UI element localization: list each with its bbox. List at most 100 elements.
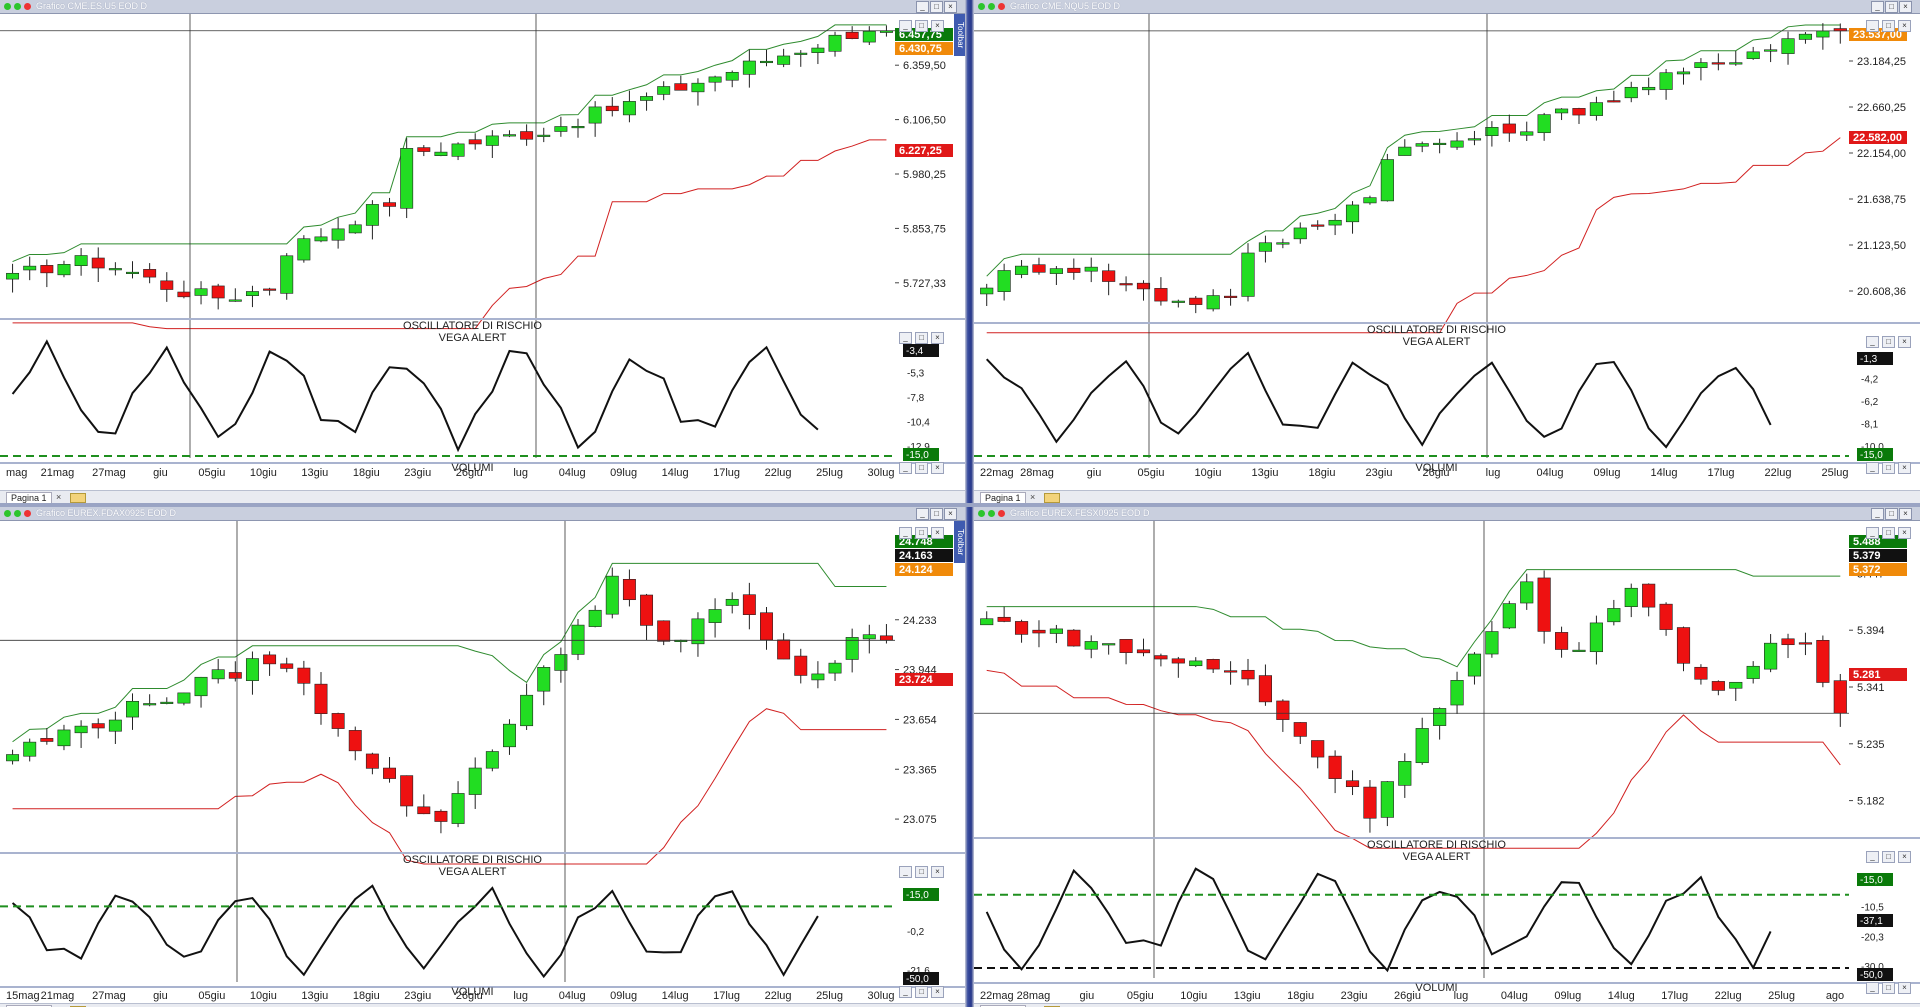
candle-up[interactable] [605, 575, 619, 615]
candle-down[interactable] [417, 806, 431, 815]
candle-up[interactable] [1415, 728, 1429, 764]
candle-up[interactable] [57, 729, 71, 747]
candle-up[interactable] [1380, 781, 1394, 818]
candle-up[interactable] [143, 703, 157, 706]
pane-separator[interactable] [974, 982, 1920, 984]
pane-restore-icon[interactable]: □ [915, 332, 928, 344]
pane-close-icon[interactable]: × [1898, 20, 1911, 32]
pane-minimize-icon[interactable]: _ [899, 332, 912, 344]
candle-down[interactable] [640, 594, 654, 626]
pane-minimize-icon[interactable]: _ [1866, 336, 1879, 348]
page-tab[interactable]: Pagina 1 [980, 492, 1026, 503]
candle-down[interactable] [1032, 264, 1046, 273]
candle-up[interactable] [1084, 266, 1098, 272]
candle-down[interactable] [1676, 627, 1691, 664]
candle-down[interactable] [1311, 740, 1325, 758]
candle-up[interactable] [1433, 142, 1447, 146]
candle-down[interactable] [1711, 62, 1725, 65]
candle-up[interactable] [760, 60, 773, 64]
candle-up[interactable] [503, 134, 516, 137]
candle-up[interactable] [1554, 108, 1569, 114]
candle-down[interactable] [417, 147, 431, 152]
candle-up[interactable] [1398, 146, 1412, 156]
candle-up[interactable] [571, 126, 585, 129]
candle-down[interactable] [1136, 282, 1151, 290]
candle-up[interactable] [571, 624, 585, 655]
close-tab-icon[interactable]: × [56, 1005, 61, 1007]
candle-up[interactable] [777, 55, 791, 65]
candle-up[interactable] [742, 60, 756, 75]
candle-up[interactable] [314, 236, 328, 242]
candle-up[interactable] [23, 741, 37, 757]
candle-up[interactable] [708, 76, 722, 83]
candle-down[interactable] [1502, 123, 1516, 134]
candle-down[interactable] [1711, 681, 1725, 691]
pane-close-icon[interactable]: × [931, 20, 944, 32]
pane-close-icon[interactable]: × [931, 986, 944, 998]
candle-up[interactable] [297, 238, 311, 261]
pane-restore-icon[interactable]: □ [1882, 982, 1895, 994]
candle-up[interactable] [228, 299, 242, 302]
chart-canvas[interactable]: 24.52324.23323.94423.65423.36523.07524.7… [0, 507, 965, 1007]
pane-minimize-icon[interactable]: _ [1866, 851, 1879, 863]
candle-down[interactable] [1537, 577, 1551, 632]
candle-up[interactable] [108, 719, 122, 732]
candle-up[interactable] [640, 96, 654, 101]
maximize-icon[interactable]: □ [1885, 508, 1898, 520]
candle-up[interactable] [1467, 653, 1482, 677]
pane-close-icon[interactable]: × [931, 462, 944, 474]
minimize-icon[interactable]: _ [1871, 1, 1884, 13]
pane-minimize-icon[interactable]: _ [899, 986, 912, 998]
candle-up[interactable] [1520, 581, 1534, 604]
pane-minimize-icon[interactable]: _ [1866, 462, 1879, 474]
candle-down[interactable] [263, 288, 277, 291]
candle-down[interactable] [383, 202, 396, 207]
pane-restore-icon[interactable]: □ [915, 986, 928, 998]
pane-separator[interactable] [0, 318, 965, 320]
candle-up[interactable] [1450, 140, 1464, 148]
close-tab-icon[interactable]: × [56, 492, 62, 502]
candle-down[interactable] [228, 672, 242, 679]
window-title-bar[interactable]: Grafico EUREX.FDAX0925 EOD D _ □ × [0, 507, 965, 521]
candle-down[interactable] [520, 131, 534, 140]
maximize-icon[interactable]: □ [1885, 1, 1898, 13]
pane-separator[interactable] [0, 462, 965, 464]
candle-up[interactable] [1415, 143, 1429, 147]
candle-up[interactable] [74, 725, 88, 734]
pane-restore-icon[interactable]: □ [1882, 527, 1895, 539]
pane-close-icon[interactable]: × [931, 866, 944, 878]
candle-up[interactable] [211, 669, 225, 680]
candle-up[interactable] [1084, 641, 1098, 650]
close-tab-icon[interactable]: × [1030, 1005, 1035, 1007]
candle-up[interactable] [1607, 608, 1621, 623]
candle-down[interactable] [1102, 270, 1116, 282]
candle-down[interactable] [1067, 629, 1081, 647]
candle-down[interactable] [1311, 224, 1325, 227]
candle-up[interactable] [980, 287, 994, 295]
candle-up[interactable] [348, 224, 362, 234]
candle-up[interactable] [1764, 49, 1778, 52]
candle-up[interactable] [1798, 33, 1813, 40]
candle-down[interactable] [1642, 583, 1656, 608]
candle-down[interactable] [1154, 655, 1168, 660]
candle-up[interactable] [74, 255, 88, 266]
candle-up[interactable] [1642, 86, 1656, 91]
candle-down[interactable] [1293, 722, 1307, 737]
candle-up[interactable] [588, 106, 602, 124]
candle-up[interactable] [194, 676, 208, 697]
candle-up[interactable] [451, 793, 465, 824]
candle-down[interactable] [434, 810, 448, 822]
candle-up[interactable] [997, 270, 1011, 292]
candle-down[interactable] [40, 738, 54, 742]
candle-up[interactable] [828, 662, 842, 674]
candle-up[interactable] [1171, 300, 1185, 303]
candle-up[interactable] [811, 47, 825, 53]
candle-up[interactable] [537, 667, 551, 692]
pane-minimize-icon[interactable]: _ [1866, 20, 1879, 32]
candle-up[interactable] [794, 52, 808, 55]
candle-up[interactable] [400, 148, 414, 209]
minimize-icon[interactable]: _ [916, 1, 929, 13]
maximize-icon[interactable]: □ [930, 508, 943, 520]
pane-minimize-icon[interactable]: _ [899, 527, 912, 539]
pane-close-icon[interactable]: × [931, 332, 944, 344]
